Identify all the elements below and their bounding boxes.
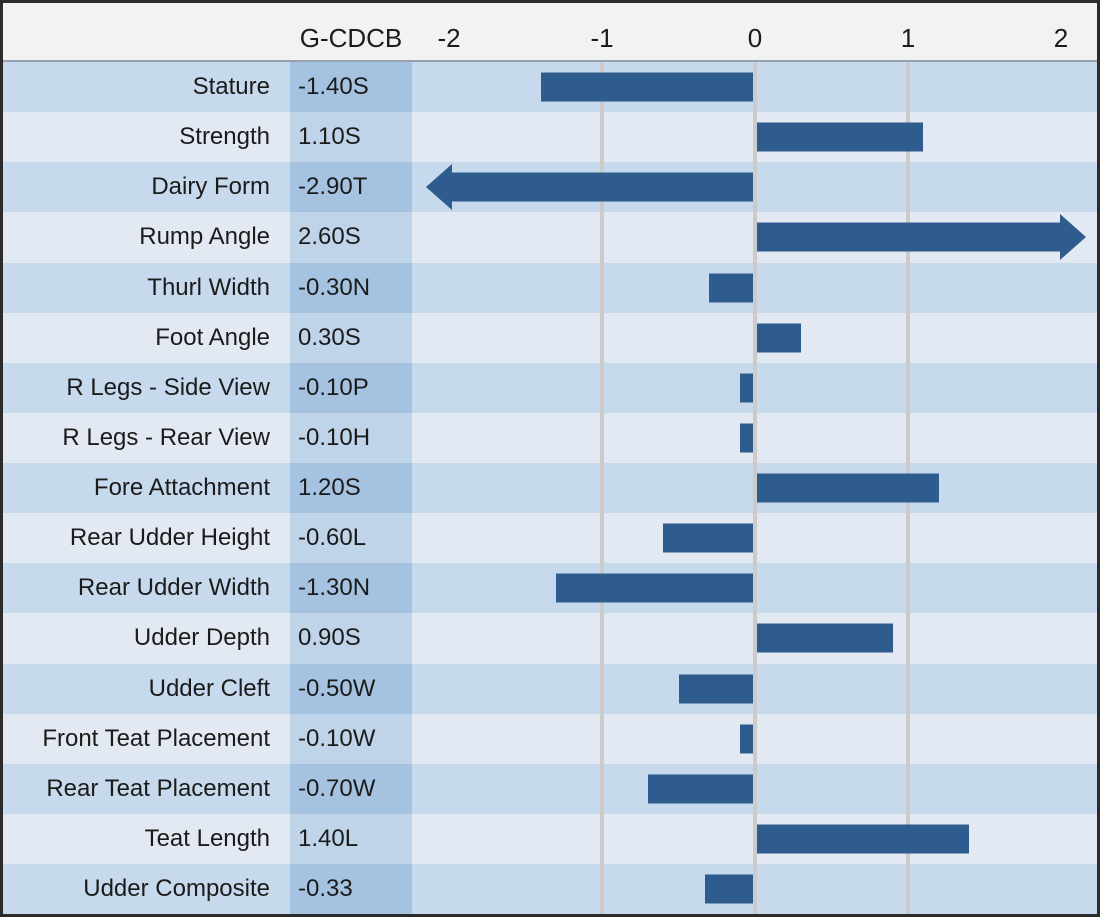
trait-label: Rear Udder Height [3, 513, 290, 564]
trait-bar [647, 774, 753, 804]
right-arrow-icon [1060, 214, 1086, 261]
trait-sta-value: 1.20S [290, 463, 412, 514]
trait-label: Stature [3, 62, 290, 113]
trait-sta-value: -1.30N [290, 563, 412, 614]
trait-row: Rear Udder Width -1.30N [3, 563, 1097, 614]
header-trait-column-spacer [3, 3, 290, 60]
trait-row: Front Teat Placement -0.10W [3, 713, 1097, 764]
trait-bar-area [412, 162, 1097, 213]
trait-sta-value: 0.30S [290, 312, 412, 363]
trait-bar-area [412, 563, 1097, 614]
trait-bar [452, 172, 753, 202]
trait-label: Strength [3, 112, 290, 163]
trait-bar-area [412, 62, 1097, 113]
trait-sta-value: -0.33 [290, 864, 412, 915]
trait-sta-value: -0.10W [290, 713, 412, 764]
trait-bar-area [412, 112, 1097, 163]
trait-row: Rear Udder Height -0.60L [3, 513, 1097, 564]
axis-tick-label: 0 [747, 23, 763, 53]
trait-bar-area [412, 312, 1097, 363]
trait-bar-area [412, 813, 1097, 864]
axis-tick-label: 2 [1053, 23, 1069, 53]
axis-tick-label: -2 [437, 23, 461, 53]
trait-bar [739, 724, 753, 754]
trait-row: R Legs - Rear View -0.10H [3, 412, 1097, 463]
trait-row: Fore Attachment 1.20S [3, 463, 1097, 514]
trait-row: Teat Length 1.40L [3, 813, 1097, 864]
left-arrow-icon [426, 164, 452, 211]
trait-row: Foot Angle 0.30S [3, 312, 1097, 363]
trait-bar-area [412, 763, 1097, 814]
trait-bar [757, 824, 970, 854]
trait-row: Stature -1.40S [3, 62, 1097, 113]
trait-label: Rump Angle [3, 212, 290, 263]
trait-bar-area [412, 412, 1097, 463]
trait-bar-area [412, 864, 1097, 915]
trait-bar-area [412, 663, 1097, 714]
trait-label: Teat Length [3, 813, 290, 864]
trait-bar [757, 222, 1060, 252]
trait-bar [757, 473, 939, 503]
trait-sta-value: -0.10P [290, 362, 412, 413]
trait-sta-value: -0.60L [290, 513, 412, 564]
axis-tick-row: -2 -1 0 1 2 [412, 3, 1097, 60]
trait-label: Udder Cleft [3, 663, 290, 714]
trait-row: Udder Depth 0.90S [3, 613, 1097, 664]
trait-label: Rear Teat Placement [3, 763, 290, 814]
trait-bar [678, 674, 753, 704]
trait-bar-area [412, 362, 1097, 413]
trait-sta-value: 1.40L [290, 813, 412, 864]
trait-bar [739, 373, 753, 403]
trait-row: Strength 1.10S [3, 112, 1097, 163]
trait-label: Dairy Form [3, 162, 290, 213]
trait-bar [663, 523, 753, 553]
trait-sta-value: 2.60S [290, 212, 412, 263]
trait-bar-area [412, 262, 1097, 313]
trait-bar-area [412, 613, 1097, 664]
trait-bar-area [412, 212, 1097, 263]
trait-sta-value: 0.90S [290, 613, 412, 664]
trait-row: Thurl Width -0.30N [3, 262, 1097, 313]
trait-sta-value: -0.50W [290, 663, 412, 714]
column-header-evaluation: G-CDCB [299, 23, 403, 53]
trait-bar [757, 623, 893, 653]
trait-sta-value: -1.40S [290, 62, 412, 113]
trait-bar-area [412, 463, 1097, 514]
trait-label: Udder Composite [3, 864, 290, 915]
trait-sta-value: -2.90T [290, 162, 412, 213]
trait-row: Rump Angle 2.60S [3, 212, 1097, 263]
trait-bar [757, 323, 801, 353]
trait-label: Front Teat Placement [3, 713, 290, 764]
trait-bar [709, 273, 753, 303]
trait-bar [540, 72, 753, 102]
trait-bar [739, 423, 753, 453]
trait-row: R Legs - Side View -0.10P [3, 362, 1097, 413]
trait-bar-area [412, 513, 1097, 564]
chart-header: G-CDCB -2 -1 0 1 2 [3, 3, 1097, 62]
trait-sta-value: -0.70W [290, 763, 412, 814]
trait-bar [556, 573, 753, 603]
trait-label: Thurl Width [3, 262, 290, 313]
trait-label: Foot Angle [3, 312, 290, 363]
trait-label: R Legs - Side View [3, 362, 290, 413]
trait-row: Rear Teat Placement -0.70W [3, 763, 1097, 814]
trait-sta-value: 1.10S [290, 112, 412, 163]
trait-label: Rear Udder Width [3, 563, 290, 614]
trait-label: Fore Attachment [3, 463, 290, 514]
trait-rows: Stature -1.40S Strength 1.10S Dairy Form… [3, 62, 1097, 915]
trait-label: R Legs - Rear View [3, 412, 290, 463]
trait-row: Udder Composite -0.33 [3, 864, 1097, 915]
trait-bar [757, 122, 924, 152]
trait-label: Udder Depth [3, 613, 290, 664]
trait-sta-value: -0.30N [290, 262, 412, 313]
trait-row: Udder Cleft -0.50W [3, 663, 1097, 714]
trait-bar-area [412, 713, 1097, 764]
trait-row: Dairy Form -2.90T [3, 162, 1097, 213]
chart-body: Stature -1.40S Strength 1.10S Dairy Form… [3, 62, 1097, 915]
trait-sta-value: -0.10H [290, 412, 412, 463]
axis-tick-label: -1 [590, 23, 614, 53]
axis-tick-label: 1 [900, 23, 916, 53]
trait-bar [704, 874, 753, 904]
